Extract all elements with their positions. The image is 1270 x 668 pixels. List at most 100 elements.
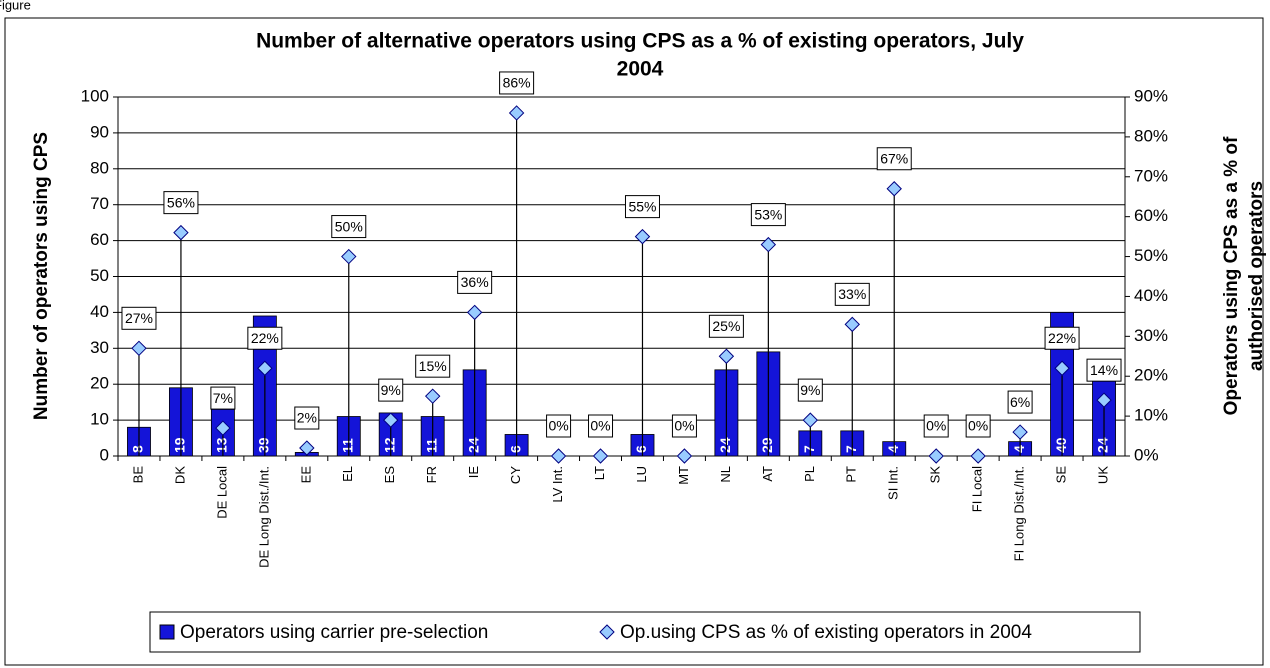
marker [1096, 392, 1112, 408]
marker [173, 224, 189, 241]
x-tick-label: PT [844, 466, 859, 483]
marker [550, 448, 567, 464]
y-tick-label: 90 [90, 122, 109, 141]
bar-value-label: 7 [801, 445, 817, 453]
marker [760, 236, 777, 253]
y2-axis-label: authorised operators [1246, 181, 1267, 371]
page-label: Figure [0, 0, 31, 12]
data-label: 0% [926, 418, 946, 434]
data-label-box [965, 414, 991, 438]
data-label: 0% [674, 418, 694, 434]
data-label-box [1086, 358, 1122, 382]
y2-axis-label: Operators using CPS as a % of [1221, 136, 1242, 415]
marker [383, 412, 399, 428]
data-label-box [923, 414, 949, 438]
data-label-box [1007, 390, 1033, 414]
y-tick-label: 70 [90, 194, 109, 213]
marker [215, 420, 231, 436]
bar-value-label: 8 [130, 445, 146, 453]
legend-marker [159, 624, 175, 640]
x-tick-label: FI Long Dist./Int. [1012, 466, 1027, 561]
data-label-box [121, 306, 157, 330]
bar-value-label: 4 [885, 445, 901, 453]
x-tick-label: FR [424, 466, 439, 483]
data-label-box [378, 378, 404, 402]
data-label: 0% [968, 418, 988, 434]
marker [886, 181, 902, 197]
x-tick-label: ES [382, 466, 397, 484]
data-label: 33% [838, 286, 866, 302]
y-tick-label: 30 [90, 338, 109, 357]
y-tick-label: 80 [90, 158, 109, 177]
data-label: 7% [213, 390, 233, 406]
y2-tick-label: 40% [1134, 286, 1168, 305]
data-label-box [415, 354, 451, 378]
data-label: 53% [754, 206, 782, 222]
data-label-box [797, 378, 823, 402]
data-label-box [546, 414, 572, 438]
y2-tick-label: 30% [1134, 326, 1168, 345]
marker [299, 440, 315, 456]
marker [970, 448, 986, 464]
y2-tick-label: 70% [1134, 166, 1168, 185]
y2-tick-label: 20% [1134, 366, 1168, 385]
data-label: 0% [590, 418, 610, 434]
x-tick-label: UK [1095, 466, 1110, 484]
marker [1012, 424, 1028, 440]
bar-value-label: 12 [381, 437, 397, 453]
x-tick-label: LU [634, 466, 649, 483]
chart-title: Number of alternative operators using CP… [256, 30, 1024, 53]
marker [131, 340, 147, 357]
bar-value-label: 4 [1011, 445, 1027, 453]
data-label-box [624, 195, 660, 219]
x-tick-label: SE [1054, 466, 1069, 484]
bar-value-label: 40 [1053, 437, 1069, 453]
legend-label: Op.using CPS as % of existing operators … [620, 622, 1032, 643]
x-tick-label: AT [760, 466, 775, 482]
marker [466, 304, 483, 321]
data-label: 0% [548, 418, 568, 434]
data-label-box [247, 326, 283, 350]
bar-value-label: 13 [214, 437, 230, 453]
y-tick-label: 100 [81, 86, 109, 105]
marker [928, 448, 944, 464]
marker [844, 316, 860, 333]
marker [718, 348, 735, 364]
legend-label: Operators using carrier pre-selection [180, 622, 488, 643]
marker [424, 388, 441, 404]
x-tick-label: MT [676, 466, 691, 485]
data-label: 2% [297, 410, 317, 426]
bar-value-label: 24 [465, 437, 481, 453]
data-label: 86% [503, 75, 531, 91]
y2-tick-label: 90% [1134, 86, 1168, 105]
marker [592, 448, 609, 464]
x-tick-label: PL [802, 466, 817, 482]
data-label: 9% [800, 382, 820, 398]
data-label: 6% [1010, 394, 1030, 410]
marker [634, 228, 651, 245]
data-label: 9% [381, 382, 401, 398]
marker [1054, 360, 1070, 376]
data-label: 55% [628, 198, 656, 214]
data-label-box [671, 414, 697, 438]
data-label-box [457, 270, 493, 294]
x-tick-label: BE [130, 466, 145, 484]
data-label: 14% [1090, 362, 1118, 378]
data-label-box [210, 386, 236, 410]
x-tick-label: CY [508, 466, 523, 484]
y-tick-label: 0 [100, 445, 109, 464]
data-label: 56% [167, 194, 195, 210]
marker [676, 448, 693, 464]
y-tick-label: 60 [90, 230, 109, 249]
y-tick-label: 10 [90, 410, 109, 429]
data-label: 22% [1048, 330, 1076, 346]
data-label: 67% [880, 150, 908, 166]
y-axis-label: Number of operators using CPS [31, 132, 52, 420]
y2-tick-label: 60% [1134, 206, 1168, 225]
x-tick-label: EL [340, 466, 355, 482]
data-label: 15% [419, 358, 447, 374]
x-tick-label: DE Local [214, 466, 229, 519]
x-tick-label: SK [928, 466, 943, 484]
y-tick-label: 50 [90, 266, 109, 285]
